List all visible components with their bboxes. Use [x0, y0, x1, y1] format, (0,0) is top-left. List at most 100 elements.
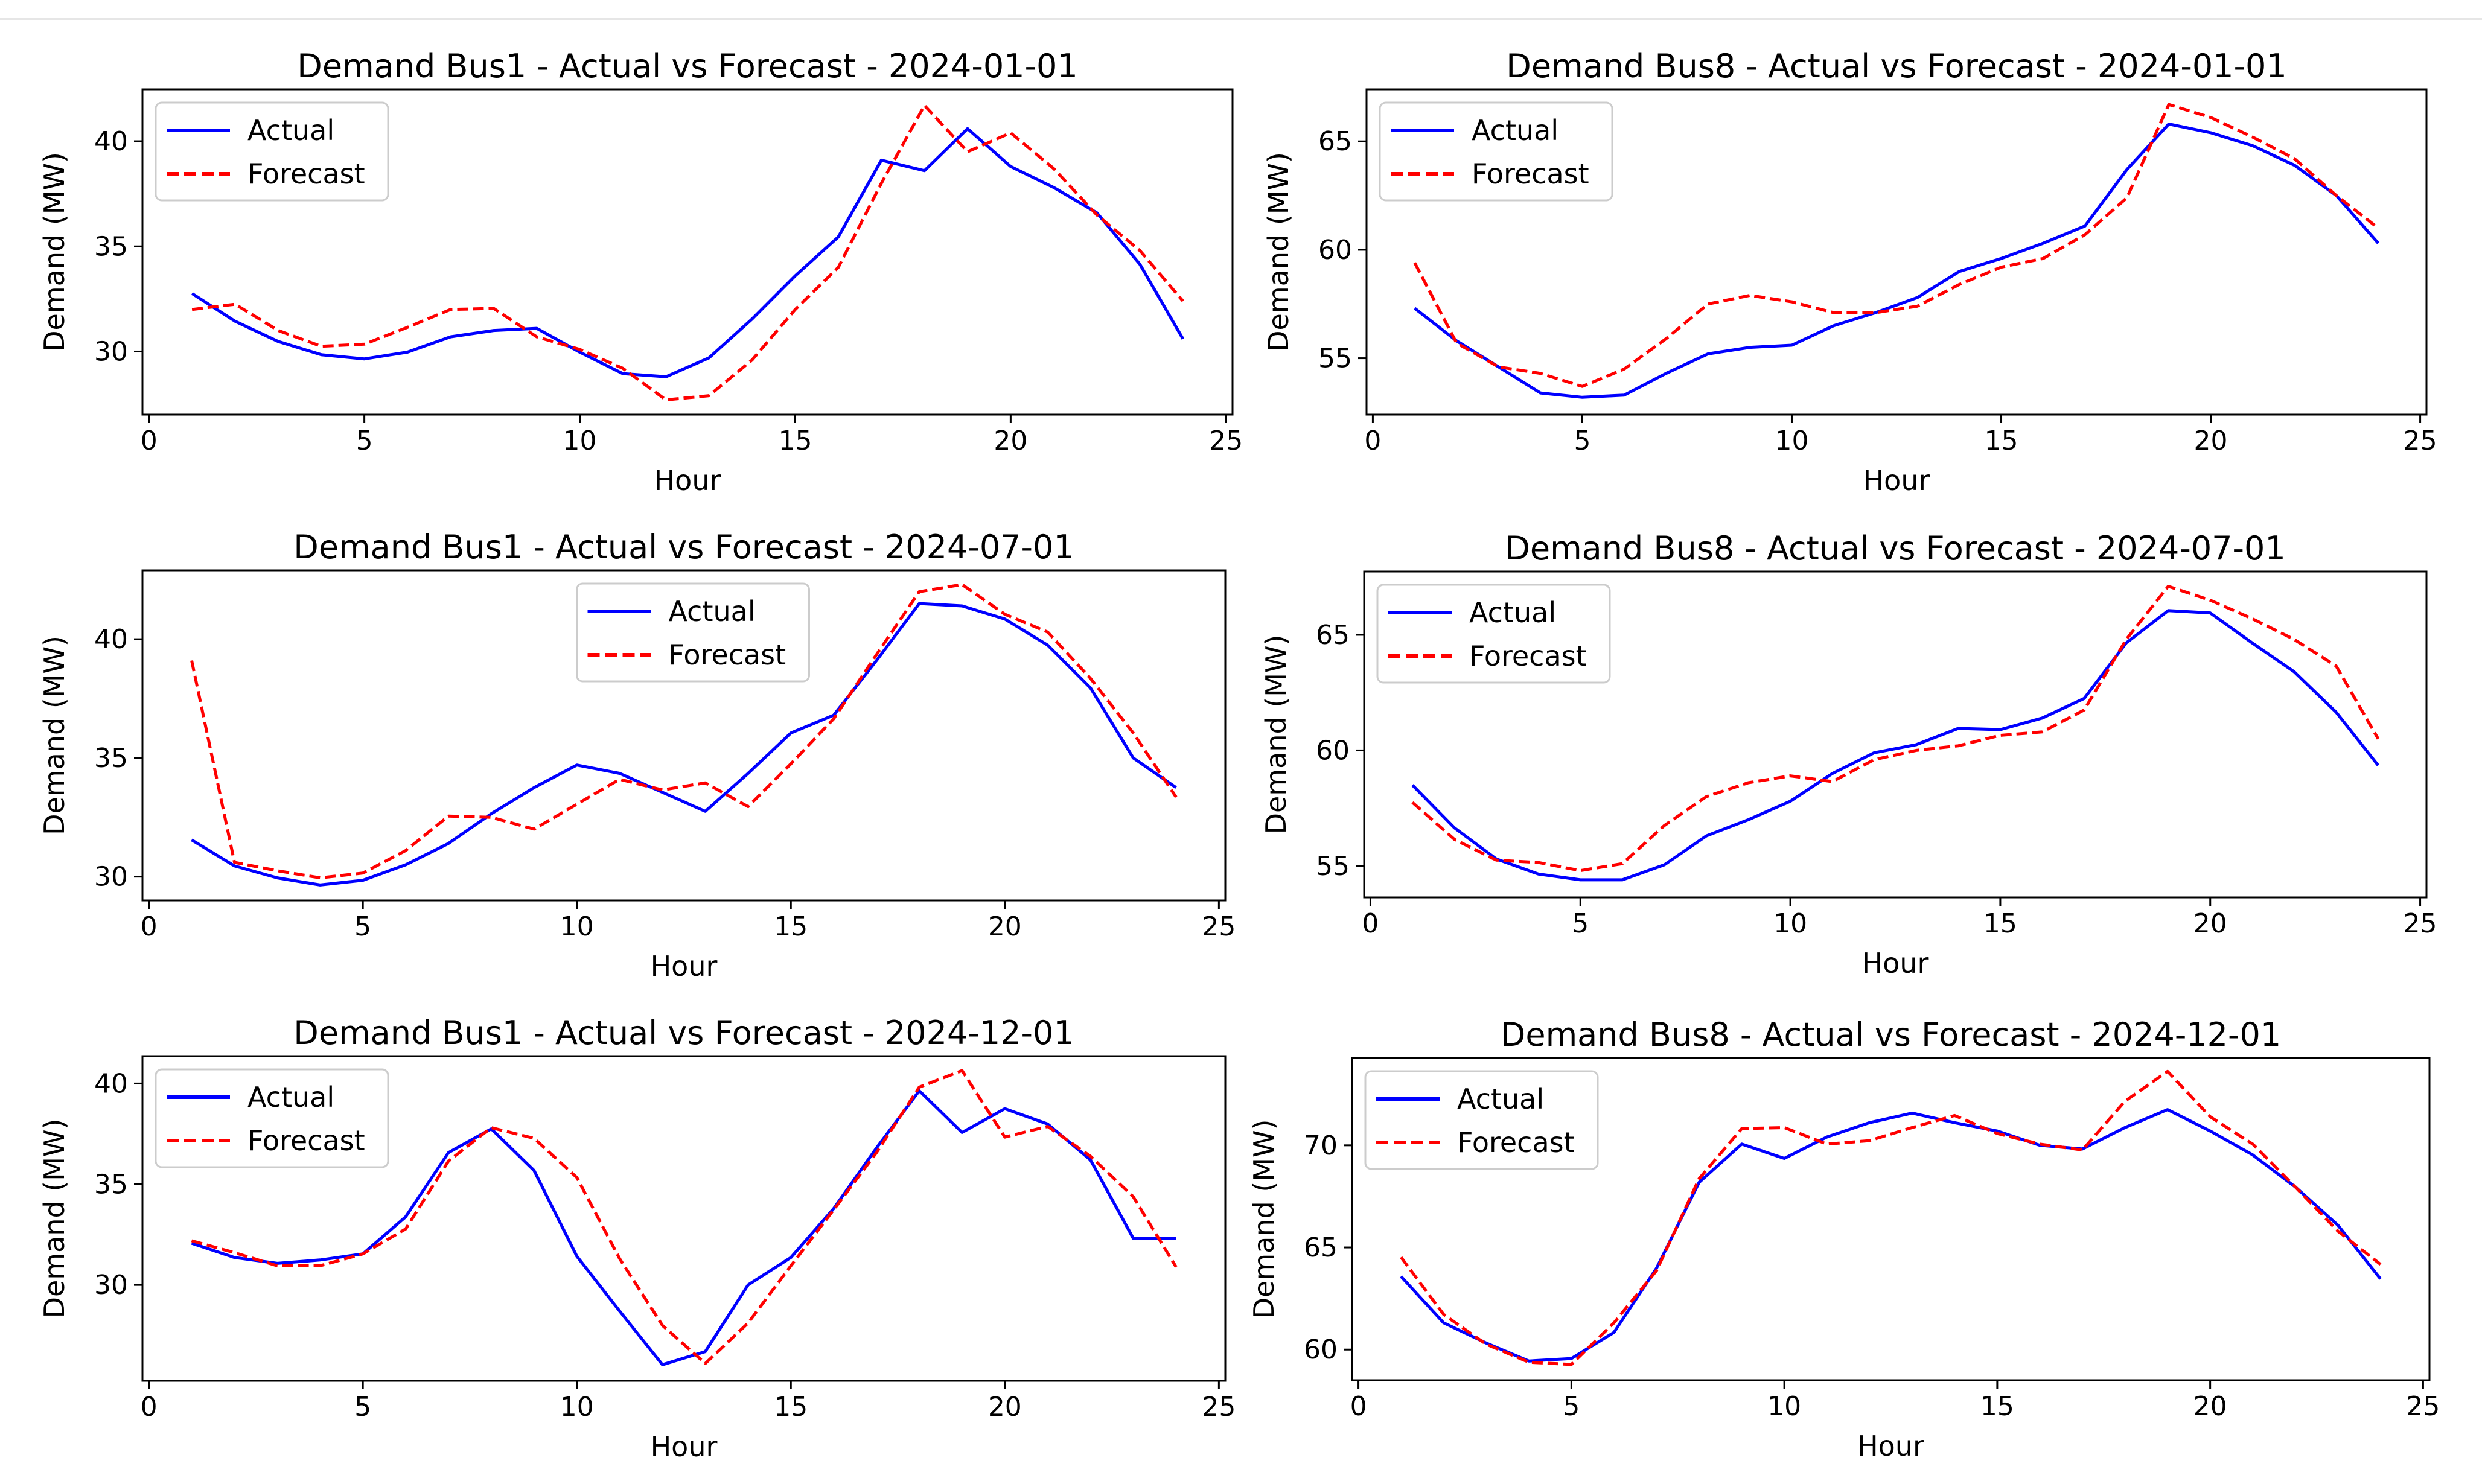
x-tick-label: 10	[1775, 425, 1808, 456]
x-tick-label: 5	[356, 425, 373, 456]
y-tick-label: 65	[1316, 620, 1350, 651]
legend-box	[155, 1068, 389, 1168]
chart-title: Demand Bus8 - Actual vs Forecast - 2024-…	[1505, 529, 2285, 567]
legend-box	[155, 101, 389, 202]
legend-label-actual: Actual	[1457, 1083, 1544, 1115]
legend-label-forecast: Forecast	[247, 1124, 365, 1157]
x-tick-label: 0	[141, 911, 158, 942]
y-tick-label: 35	[94, 743, 128, 774]
y-tick-label: 40	[94, 624, 128, 655]
legend-box	[1364, 1070, 1599, 1170]
legend: Actual Forecast	[576, 582, 810, 683]
series-line-forecast	[1400, 1069, 2382, 1366]
legend-label-forecast: Forecast	[247, 158, 365, 190]
series-line-actual	[191, 602, 1177, 887]
axes-frame	[1365, 88, 2428, 416]
x-tick-label: 20	[988, 911, 1022, 942]
chart-title: Demand Bus8 - Actual vs Forecast - 2024-…	[1501, 1016, 2281, 1054]
legend-box	[1376, 584, 1611, 684]
series-line-forecast	[190, 583, 1178, 880]
x-axis-label: Hour	[651, 1430, 718, 1463]
legend-label-forecast: Forecast	[1472, 158, 1589, 190]
x-tick-label: 25	[2404, 425, 2437, 456]
x-tick-label: 25	[1209, 425, 1243, 456]
chart-title: Demand Bus8 - Actual vs Forecast - 2024-…	[1506, 47, 2286, 85]
y-tick-label: 65	[1318, 126, 1352, 157]
y-axis-label: Demand (MW)	[1248, 1119, 1280, 1319]
series-line-forecast	[1413, 103, 2379, 388]
x-tick-label: 15	[778, 425, 812, 456]
chart-title: Demand Bus1 - Actual vs Forecast - 2024-…	[297, 47, 1077, 85]
x-tick-label: 5	[354, 911, 371, 942]
x-tick-label: 20	[2194, 425, 2228, 456]
x-tick-label: 25	[2404, 908, 2437, 939]
x-tick-label: 0	[1362, 908, 1379, 939]
axes-frame	[1351, 1057, 2431, 1381]
x-tick-label: 5	[1563, 1391, 1580, 1422]
y-tick-label: 60	[1304, 1334, 1338, 1365]
y-tick-label: 35	[94, 1169, 128, 1200]
x-axis-label: Hour	[1863, 464, 1930, 497]
series-line-actual	[1411, 609, 2379, 882]
y-tick-label: 35	[94, 231, 128, 262]
legend-box	[1379, 101, 1613, 202]
x-tick-label: 25	[2406, 1391, 2440, 1422]
x-tick-label: 0	[141, 425, 158, 456]
x-axis-label: Hour	[651, 950, 718, 982]
y-tick-label: 30	[94, 336, 128, 367]
legend-label-actual: Actual	[669, 595, 756, 628]
x-tick-label: 20	[2193, 908, 2227, 939]
y-axis-label: Demand (MW)	[1262, 152, 1295, 352]
legend-label-forecast: Forecast	[1457, 1126, 1575, 1159]
chart-panel-6: Demand Bus8 - Actual vs Forecast - 2024-…	[1248, 1016, 2440, 1462]
x-tick-label: 10	[1773, 908, 1807, 939]
series-line-forecast	[191, 1069, 1178, 1365]
chart-panel-5: Demand Bus1 - Actual vs Forecast - 2024-…	[38, 1014, 1236, 1463]
y-axis-label: Demand (MW)	[1260, 635, 1292, 835]
series-line-forecast	[191, 104, 1184, 402]
y-tick-label: 60	[1316, 735, 1350, 766]
x-tick-label: 25	[1202, 1392, 1236, 1422]
chart-panel-1: Demand Bus1 - Actual vs Forecast - 2024-…	[38, 47, 1243, 497]
x-tick-label: 5	[1574, 425, 1590, 456]
series-line-actual	[1414, 123, 2380, 399]
y-tick-label: 30	[94, 862, 128, 893]
chart-panel-2: Demand Bus8 - Actual vs Forecast - 2024-…	[1262, 47, 2437, 497]
y-tick-label: 55	[1318, 343, 1352, 374]
x-tick-label: 0	[1350, 1391, 1367, 1422]
x-tick-label: 15	[1980, 1391, 2014, 1422]
legend: Actual Forecast	[1376, 584, 1611, 684]
legend: Actual Forecast	[1364, 1070, 1599, 1170]
axes-frame	[141, 1055, 1227, 1382]
series-line-actual	[191, 1089, 1176, 1366]
legend-label-actual: Actual	[247, 1081, 334, 1113]
legend-label-actual: Actual	[247, 114, 334, 147]
x-tick-label: 15	[1985, 425, 2018, 456]
x-tick-label: 0	[1364, 425, 1381, 456]
y-tick-label: 40	[94, 1068, 128, 1099]
x-tick-label: 0	[141, 1392, 158, 1422]
x-tick-label: 10	[560, 911, 594, 942]
legend-label-forecast: Forecast	[669, 639, 786, 671]
axes-frame	[141, 88, 1234, 416]
y-tick-label: 55	[1316, 851, 1350, 882]
x-tick-label: 5	[354, 1392, 371, 1422]
chart-title: Demand Bus1 - Actual vs Forecast - 2024-…	[293, 528, 1074, 566]
y-axis-label: Demand (MW)	[38, 1119, 71, 1319]
series-line-actual	[191, 127, 1185, 378]
chart-panel-3: Demand Bus1 - Actual vs Forecast - 2024-…	[38, 528, 1236, 982]
legend-label-actual: Actual	[1469, 596, 1556, 629]
legend: Actual Forecast	[1379, 101, 1613, 202]
x-tick-label: 25	[1202, 911, 1236, 942]
top-divider	[0, 18, 2482, 20]
y-axis-label: Demand (MW)	[38, 152, 71, 352]
x-tick-label: 10	[563, 425, 597, 456]
legend-label-forecast: Forecast	[1469, 640, 1587, 672]
y-tick-label: 30	[94, 1270, 128, 1301]
legend: Actual Forecast	[155, 1068, 389, 1168]
y-tick-label: 40	[94, 126, 128, 157]
series-line-actual	[1400, 1108, 2382, 1363]
legend-label-actual: Actual	[1472, 114, 1558, 147]
y-axis-label: Demand (MW)	[38, 635, 71, 835]
